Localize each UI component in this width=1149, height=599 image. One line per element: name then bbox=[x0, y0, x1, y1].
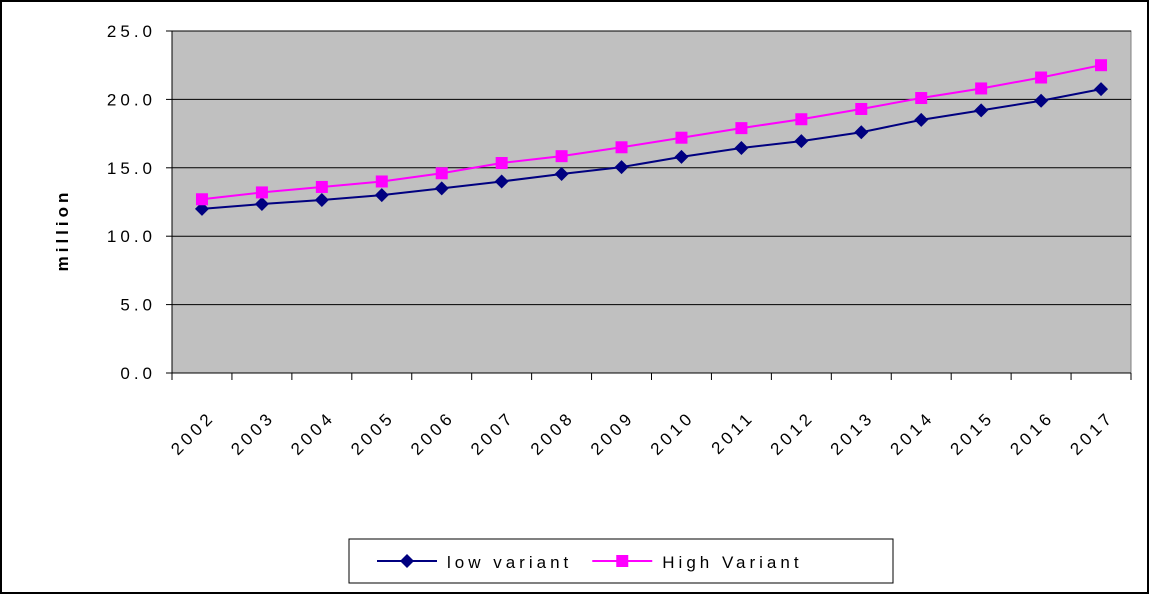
square-marker bbox=[255, 186, 268, 199]
y-tick-label: 15.0 bbox=[107, 159, 156, 178]
square-marker bbox=[1095, 59, 1108, 72]
diamond-marker bbox=[314, 192, 329, 207]
square-marker bbox=[315, 180, 328, 193]
square-marker bbox=[375, 175, 388, 188]
diamond-marker bbox=[974, 103, 989, 118]
square-marker bbox=[616, 555, 629, 567]
diamond-marker bbox=[554, 166, 569, 181]
diamond-marker bbox=[614, 160, 629, 175]
diamond-marker bbox=[854, 125, 869, 140]
diamond-marker bbox=[794, 134, 809, 149]
legend-label: low variant bbox=[447, 553, 572, 572]
y-axis-label: million bbox=[53, 189, 72, 272]
square-marker bbox=[195, 193, 208, 206]
square-marker bbox=[855, 102, 868, 115]
diamond-marker bbox=[1034, 93, 1049, 108]
plot-area bbox=[171, 30, 1132, 374]
square-marker bbox=[975, 82, 988, 95]
diamond-marker bbox=[1094, 82, 1109, 97]
legend-label: High Variant bbox=[662, 553, 802, 572]
diamond-marker bbox=[194, 201, 209, 216]
diamond-marker bbox=[914, 112, 929, 127]
diamond-marker bbox=[674, 149, 689, 164]
square-marker bbox=[915, 92, 928, 105]
square-marker bbox=[735, 122, 748, 135]
y-tick-label: 25.0 bbox=[107, 22, 156, 41]
y-tick-label: 5.0 bbox=[120, 296, 156, 315]
diamond-marker bbox=[434, 181, 449, 196]
y-tick-label: 10.0 bbox=[107, 227, 156, 246]
diamond-marker bbox=[734, 140, 749, 155]
square-marker bbox=[795, 113, 808, 126]
diamond-marker bbox=[494, 174, 509, 189]
square-marker bbox=[435, 167, 448, 180]
square-marker bbox=[495, 157, 508, 170]
diamond-marker bbox=[254, 197, 269, 212]
square-marker bbox=[555, 150, 568, 163]
square-marker bbox=[615, 141, 628, 154]
square-marker bbox=[1035, 71, 1048, 84]
y-tick-label: 0.0 bbox=[120, 364, 156, 383]
series-line bbox=[201, 88, 1102, 210]
diamond-marker bbox=[374, 188, 389, 203]
y-tick-label: 20.0 bbox=[107, 90, 156, 109]
series-line bbox=[201, 64, 1102, 201]
diamond-marker bbox=[400, 554, 414, 568]
square-marker bbox=[675, 131, 688, 144]
